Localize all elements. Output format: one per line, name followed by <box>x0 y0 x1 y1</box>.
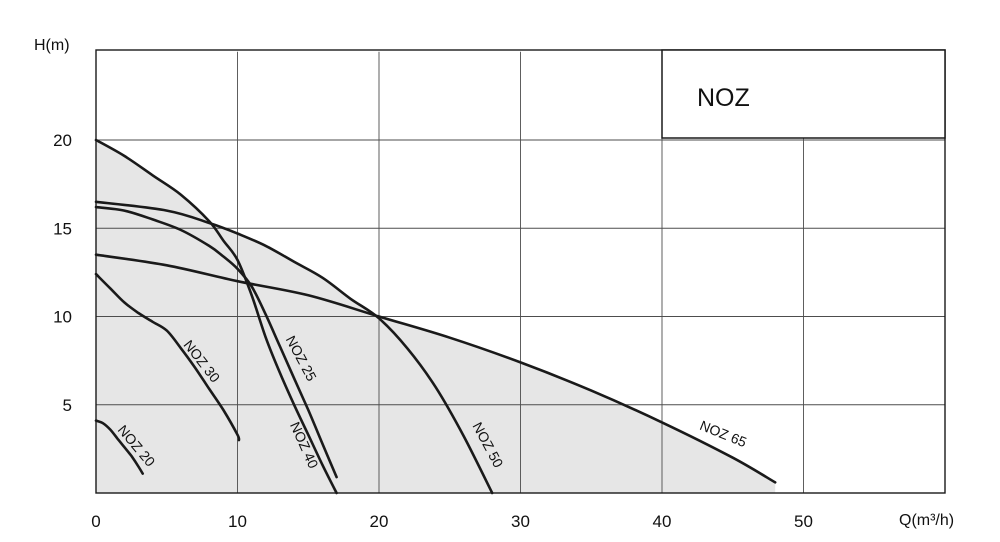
curve-noz-65 <box>94 253 777 484</box>
legend-title: NOZ <box>697 84 750 112</box>
x-tick-label-20: 20 <box>370 512 389 531</box>
legend: NOZ <box>661 49 946 139</box>
y-tick-label-5: 5 <box>63 396 72 415</box>
y-tick-label-15: 15 <box>53 219 72 238</box>
plot-frame <box>95 49 946 494</box>
pump-curves <box>94 138 777 495</box>
curve-noz-20 <box>94 419 144 475</box>
y-tick-label-20: 20 <box>53 131 72 150</box>
tick-labels: 0 10 20 30 40 50 5 10 15 20 <box>53 131 813 531</box>
curve-noz-30 <box>94 272 241 442</box>
x-axis-title: Q(m³/h) <box>899 512 954 529</box>
y-axis-title: H(m) <box>34 37 70 54</box>
curve-noz-50 <box>94 200 494 495</box>
x-tick-label-50: 50 <box>794 512 813 531</box>
gridlines <box>96 51 945 493</box>
legend-box <box>661 49 946 139</box>
x-tick-label-40: 40 <box>653 512 672 531</box>
x-tick-label-10: 10 <box>228 512 247 531</box>
y-tick-label-10: 10 <box>53 308 72 327</box>
curve-noz-40 <box>94 138 338 495</box>
x-tick-label-0: 0 <box>91 512 100 531</box>
x-tick-label-30: 30 <box>511 512 530 531</box>
